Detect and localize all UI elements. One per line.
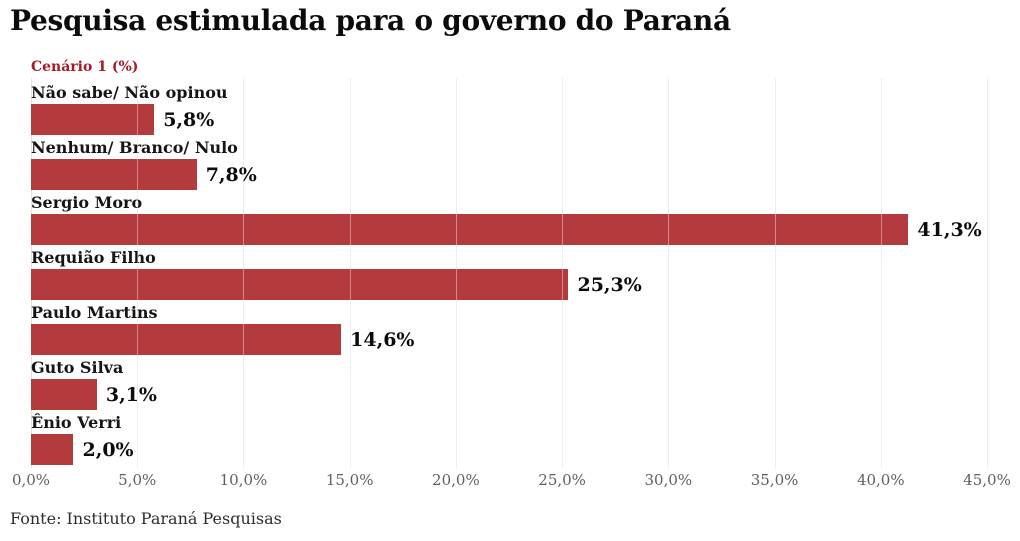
bar-row: Nenhum/ Branco/ Nulo 7,8% <box>31 137 987 192</box>
bar-line: 2,0% <box>31 434 987 465</box>
bar <box>31 159 197 190</box>
value-label: 41,3% <box>917 218 982 241</box>
x-axis-tick-label: 0,0% <box>11 471 51 489</box>
category-label: Nenhum/ Branco/ Nulo <box>31 138 238 157</box>
x-axis: 0,0% 5,0% 10,0% 15,0% 20,0% 25,0% 30,0% 35,0% 40… <box>12 471 1011 491</box>
x-axis-tick-label: 25,0% <box>538 471 586 489</box>
x-axis-tick-label: 5,0% <box>118 471 157 489</box>
bar <box>31 214 909 245</box>
source-note: Fonte: Instituto Paraná Pesquisas <box>10 509 282 528</box>
bar-row: Ênio Verri 2,0% <box>31 412 987 467</box>
value-label: 2,0% <box>82 438 134 461</box>
category-label: Paulo Martins <box>31 303 158 322</box>
value-label: 7,8% <box>205 163 257 186</box>
bar-line: 25,3% <box>31 269 987 300</box>
bar-row: Não sabe/ Não opinou 5,8% <box>31 82 987 137</box>
bar-rows: Não sabe/ Não opinou 5,8% Nenhum/ Branco/ … <box>31 78 987 468</box>
gridline-overlay <box>987 78 988 468</box>
bar-row: Guto Silva 3,1% <box>31 357 987 412</box>
gridline <box>987 78 988 468</box>
bar <box>31 269 569 300</box>
bar <box>31 379 97 410</box>
value-label: 5,8% <box>163 108 215 131</box>
bar-row: Paulo Martins 14,6% <box>31 302 987 357</box>
bar-line: 14,6% <box>31 324 987 355</box>
x-axis-tick-label: 45,0% <box>963 471 1011 489</box>
bar-line: 3,1% <box>31 379 987 410</box>
bar-line: 5,8% <box>31 104 987 135</box>
value-label: 14,6% <box>350 328 415 351</box>
plot-area: Não sabe/ Não opinou 5,8% Nenhum/ Branco/ … <box>31 78 988 468</box>
category-label: Não sabe/ Não opinou <box>31 83 228 102</box>
x-axis-tick-label: 20,0% <box>432 471 480 489</box>
x-axis-tick-label: 15,0% <box>325 471 374 489</box>
bar <box>31 324 342 355</box>
bar <box>31 434 74 465</box>
x-axis-tick-label: 35,0% <box>750 471 799 489</box>
category-label: Guto Silva <box>31 358 124 377</box>
bar <box>31 104 155 135</box>
x-axis-tick-label: 40,0% <box>856 471 905 489</box>
chart-subtitle: Cenário 1 (%) <box>31 59 139 75</box>
bar-line: 41,3% <box>31 214 987 245</box>
category-label: Requião Filho <box>31 248 156 267</box>
x-axis-tick-label: 30,0% <box>644 471 693 489</box>
bar-row: Requião Filho 25,3% <box>31 247 987 302</box>
category-label: Ênio Verri <box>31 413 122 432</box>
bar-row: Sergio Moro 41,3% <box>31 192 987 247</box>
value-label: 25,3% <box>577 273 642 296</box>
value-label: 3,1% <box>105 383 157 406</box>
bar-line: 7,8% <box>31 159 987 190</box>
page-title: Pesquisa estimulada para o governo do Pa… <box>10 4 731 37</box>
category-label: Sergio Moro <box>31 193 143 212</box>
x-axis-tick-label: 10,0% <box>219 471 268 489</box>
